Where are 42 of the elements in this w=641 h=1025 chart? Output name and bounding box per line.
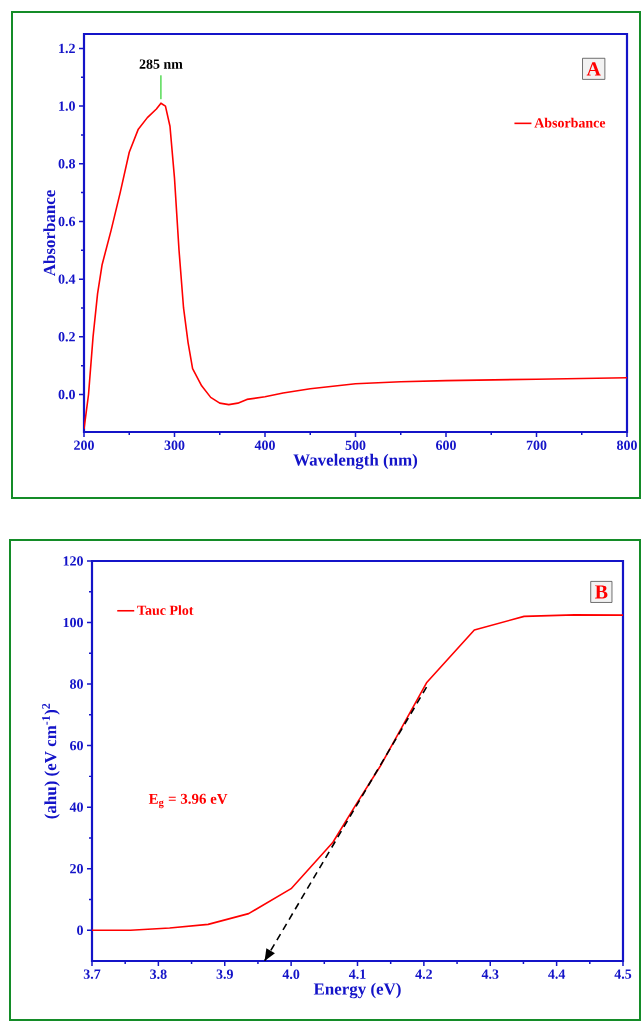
x-tick-label: 700: [526, 440, 547, 450]
y-tick-label: 1.0: [59, 101, 75, 111]
legend-label: Absorbance: [534, 117, 606, 128]
y-tick-label: 80: [70, 679, 83, 689]
y-tick-label: 120: [63, 556, 83, 566]
line-series: [92, 614, 623, 932]
x-tick-label: 300: [164, 440, 185, 450]
y-tick-label: 0.0: [58, 389, 75, 400]
x-tick-label: 4.5: [614, 969, 632, 979]
y-tick-label: 0.6: [58, 216, 76, 227]
annotation: 285 nm: [139, 59, 183, 69]
legend-label: Tauc Plot: [137, 605, 194, 616]
y-tick-label: 60: [70, 740, 83, 751]
line-series: [84, 102, 627, 430]
x-tick-label: 200: [74, 440, 94, 450]
x-tick-label: 4.3: [481, 969, 499, 979]
y-tick-label: 0.8: [58, 159, 76, 169]
x-tick-label: 800: [617, 440, 637, 450]
x-tick-label: 3.9: [216, 969, 233, 979]
annotation: B: [595, 585, 608, 599]
y-tick-label: 20: [70, 863, 83, 874]
x-axis-title: Wavelength (nm): [293, 453, 418, 470]
y-tick-label: 0.2: [58, 332, 75, 342]
y-axis-title: (ahu) (eV cm$^{-1}$)$^{2}$: [42, 703, 60, 819]
y-tick-label: 0.4: [58, 274, 76, 284]
y-tick-label: 100: [63, 617, 83, 628]
x-tick-label: 4.1: [348, 969, 366, 979]
x-tick-label: 600: [436, 440, 456, 450]
x-tick-label: 4.2: [415, 969, 432, 979]
x-tick-label: 3.7: [83, 969, 101, 979]
x-axis-title: Energy (eV): [313, 982, 401, 999]
y-tick-label: 1.2: [59, 43, 75, 54]
y-axis-title: Absorbance: [43, 190, 56, 277]
x-tick-label: 3.8: [150, 969, 167, 979]
annotation: E$_{g}$ = 3.96 eV: [148, 793, 228, 809]
x-tick-label: 4.0: [282, 969, 300, 979]
y-tick-label: 0: [77, 925, 83, 935]
x-tick-label: 500: [345, 440, 366, 450]
x-tick-label: 400: [254, 440, 275, 450]
annotation: A: [586, 62, 601, 76]
y-tick-label: 40: [69, 802, 83, 812]
x-tick-label: 4.4: [548, 969, 566, 979]
